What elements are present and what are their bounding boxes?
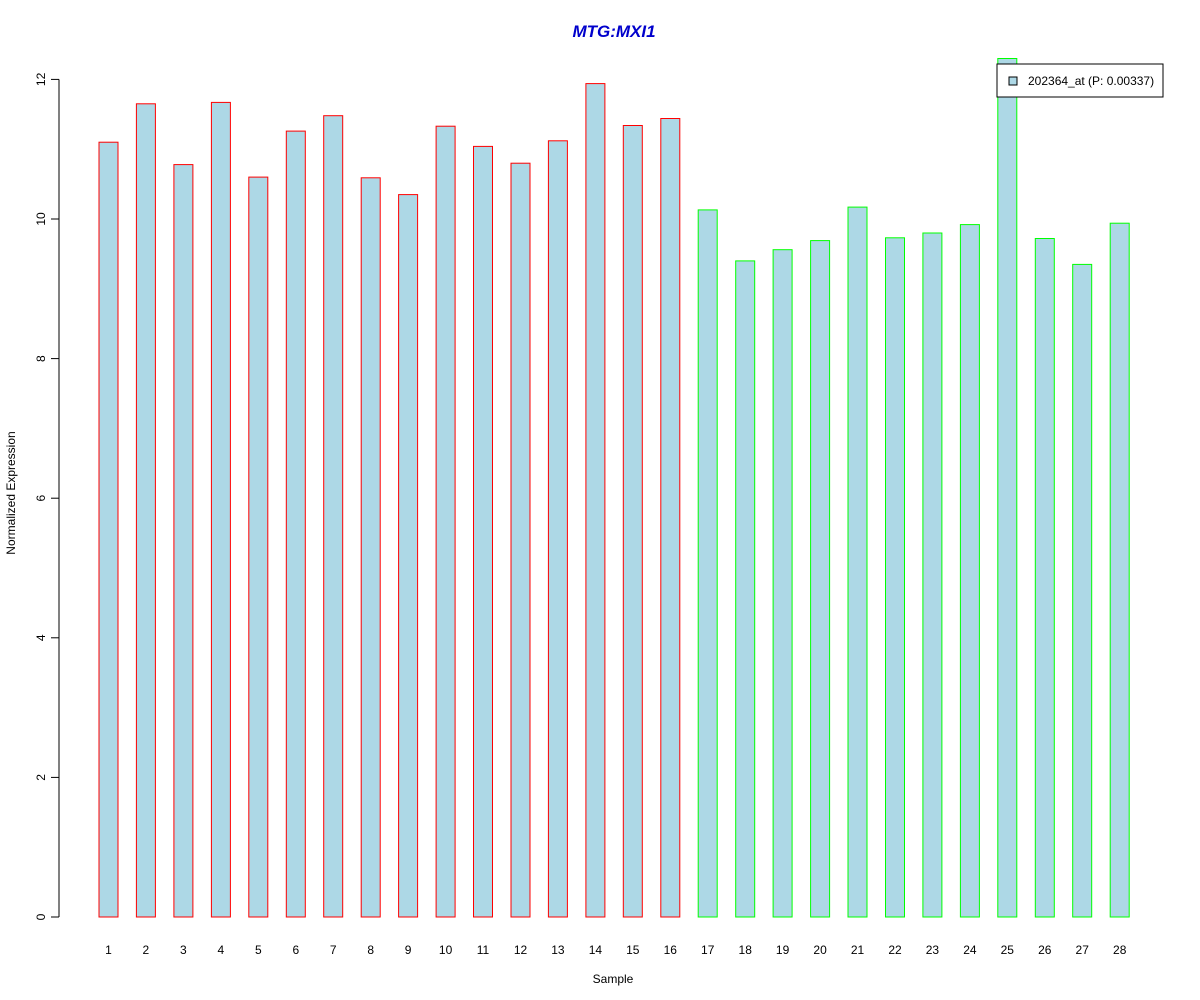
x-tick-label: 21 (851, 943, 865, 957)
x-tick-label: 5 (255, 943, 262, 957)
x-tick-label: 22 (888, 943, 902, 957)
legend: 202364_at (P: 0.00337) (996, 63, 1164, 98)
bar-sample-12 (510, 162, 531, 918)
bar-sample-15 (622, 125, 643, 918)
x-tick-label: 26 (1038, 943, 1052, 957)
x-tick-label: 13 (551, 943, 565, 957)
y-tick-label: 0 (34, 913, 48, 920)
y-axis-title: Normalized Expression (4, 431, 18, 554)
y-axis: 0 2 4 6 8 10 12 (34, 72, 60, 920)
legend-swatch (1008, 76, 1018, 86)
bars (98, 58, 1130, 918)
bar-sample-25 (997, 58, 1018, 918)
x-tick-label: 15 (626, 943, 640, 957)
bar-sample-10 (435, 125, 456, 918)
bar-sample-6 (285, 130, 306, 918)
x-tick-label: 11 (477, 943, 490, 957)
x-tick-label: 17 (701, 943, 715, 957)
x-tick-label: 19 (776, 943, 790, 957)
chart-title: MTG:MXI1 (572, 22, 655, 41)
bar-sample-20 (810, 240, 831, 918)
bar-sample-24 (959, 224, 980, 918)
y-tick-label: 12 (34, 72, 48, 86)
x-axis-title: Sample (593, 972, 634, 986)
x-tick-label: 23 (926, 943, 940, 957)
bar-sample-23 (922, 232, 943, 918)
bar-sample-5 (248, 176, 269, 918)
x-tick-label: 16 (664, 943, 678, 957)
x-tick-label: 9 (405, 943, 412, 957)
bar-sample-16 (660, 118, 681, 918)
x-tick-label: 3 (180, 943, 187, 957)
x-tick-labels: 1 2 3 4 5 6 7 8 9 10 11 12 13 14 15 16 17 18 19 20 21 22 23 24 2… (105, 943, 1127, 957)
x-tick-label: 6 (292, 943, 299, 957)
bar-sample-8 (360, 177, 381, 918)
legend-label: 202364_at (P: 0.00337) (1028, 74, 1154, 88)
x-tick-label: 18 (739, 943, 753, 957)
bar-sample-19 (772, 249, 793, 918)
legend-box (996, 63, 1164, 98)
bar-sample-4 (210, 101, 231, 918)
x-tick-label: 1 (105, 943, 112, 957)
bar-sample-17 (697, 209, 718, 918)
bar-sample-2 (135, 103, 156, 918)
y-tick-label: 8 (34, 355, 48, 362)
bar-sample-26 (1034, 238, 1055, 918)
x-tick-label: 28 (1113, 943, 1127, 957)
bar-sample-14 (585, 83, 606, 918)
bar-sample-21 (847, 206, 868, 918)
x-tick-label: 4 (218, 943, 225, 957)
x-tick-label: 20 (813, 943, 827, 957)
y-tick-label: 10 (34, 212, 48, 226)
bar-sample-13 (547, 140, 568, 918)
x-tick-label: 10 (439, 943, 453, 957)
x-tick-label: 12 (514, 943, 528, 957)
x-tick-label: 8 (367, 943, 374, 957)
bar-sample-27 (1072, 263, 1093, 918)
bar-sample-9 (398, 194, 419, 918)
bar-sample-18 (735, 260, 756, 918)
x-tick-label: 14 (589, 943, 603, 957)
x-tick-label: 24 (963, 943, 977, 957)
y-tick-label: 2 (34, 774, 48, 781)
y-tick-label: 4 (34, 634, 48, 641)
bar-sample-3 (173, 164, 194, 918)
y-tick-label: 6 (34, 495, 48, 502)
bar-sample-11 (473, 145, 493, 918)
bar-sample-7 (323, 115, 344, 918)
x-tick-label: 27 (1076, 943, 1090, 957)
bar-sample-22 (885, 237, 905, 918)
x-tick-label: 2 (143, 943, 150, 957)
x-tick-label: 25 (1001, 943, 1015, 957)
bar-sample-28 (1109, 222, 1130, 918)
bar-sample-1 (98, 141, 119, 918)
x-tick-label: 7 (330, 943, 337, 957)
